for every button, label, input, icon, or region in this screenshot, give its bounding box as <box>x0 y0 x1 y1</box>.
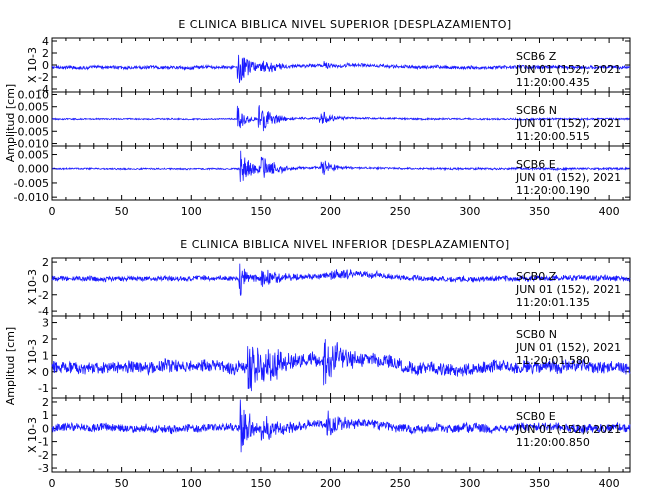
y-tick-label: -2 <box>38 71 49 84</box>
scale-label: X 10-3 <box>26 417 39 453</box>
y-tick-label: 4 <box>42 35 49 48</box>
y-tick-label: 1 <box>42 409 49 422</box>
y-tick-label: -4 <box>38 305 49 318</box>
waveform-line <box>51 105 631 132</box>
x-tick-label: 400 <box>599 477 620 490</box>
x-tick-label: 350 <box>529 477 550 490</box>
y-tick-label: 2 <box>42 47 49 60</box>
y-tick-label: -2 <box>38 449 49 462</box>
waveform-line <box>51 263 631 296</box>
x-tick-label: 300 <box>459 205 480 218</box>
time-label: 11:20:01.135 <box>516 296 590 309</box>
y-tick-label: 0.010 <box>18 88 50 101</box>
top-panel-y-label: Amplitud [cm] <box>4 84 17 162</box>
y-tick-label: -1 <box>38 436 49 449</box>
y-tick-label: 2 <box>42 333 49 346</box>
station-label: SCB0 Z <box>516 270 557 283</box>
y-tick-label: -1 <box>38 382 49 395</box>
y-tick-label: -0.005 <box>14 125 49 138</box>
x-tick-label: 400 <box>599 205 620 218</box>
y-tick-label: 0 <box>42 272 49 285</box>
scale-label: X 10-3 <box>26 47 39 83</box>
y-tick-label: 0 <box>42 366 49 379</box>
bottom-panel-title: E CLINICA BIBLICA NIVEL INFERIOR [DESPLA… <box>180 238 509 251</box>
y-tick-label: -2 <box>38 289 49 302</box>
x-tick-label: 350 <box>529 205 550 218</box>
y-tick-label: -4 <box>38 83 49 96</box>
trace-frame <box>51 145 631 201</box>
station-label: SCB6 N <box>516 104 557 117</box>
y-tick-label: -0.010 <box>14 138 49 151</box>
y-tick-label: -0.010 <box>14 191 49 204</box>
y-tick-label: 0.005 <box>18 101 50 114</box>
y-tick-label: 0.000 <box>18 113 50 126</box>
x-tick-label: 150 <box>250 205 271 218</box>
y-tick-label: 0.005 <box>18 149 50 162</box>
y-tick-label: 0.000 <box>18 163 50 176</box>
time-label: 11:20:00.435 <box>516 76 590 89</box>
x-tick-label: 200 <box>320 477 341 490</box>
y-tick-label: 3 <box>42 317 49 330</box>
waveform-line <box>51 150 631 182</box>
y-tick-label: -0.005 <box>14 177 49 190</box>
scale-label: X 10-3 <box>26 339 39 375</box>
y-tick-label: 1 <box>42 349 49 362</box>
x-tick-label: 150 <box>250 477 271 490</box>
y-tick-label: 2 <box>42 396 49 409</box>
date-label: JUN 01 (152), 2021 <box>515 341 621 354</box>
x-tick-label: 250 <box>390 205 411 218</box>
top-panel-title: E CLINICA BIBLICA NIVEL SUPERIOR [DESPLA… <box>178 18 511 31</box>
x-tick-label: 50 <box>115 477 129 490</box>
trace-frame <box>51 397 631 473</box>
station-label: SCB0 E <box>516 410 556 423</box>
time-label: 11:20:00.190 <box>516 184 590 197</box>
y-tick-label: -3 <box>38 462 49 475</box>
x-tick-label: 0 <box>49 205 56 218</box>
scale-label: X 10-3 <box>26 269 39 305</box>
waveform-line <box>51 399 631 453</box>
station-label: SCB6 E <box>516 158 556 171</box>
date-label: JUN 01 (152), 2021 <box>515 171 621 184</box>
x-tick-label: 300 <box>459 477 480 490</box>
y-tick-label: 0 <box>42 422 49 435</box>
bottom-panel-y-label: Amplitud [cm] <box>4 327 17 405</box>
x-tick-label: 200 <box>320 205 341 218</box>
x-tick-label: 0 <box>49 477 56 490</box>
time-label: 11:20:00.515 <box>516 130 590 143</box>
x-tick-label: 100 <box>181 477 202 490</box>
date-label: JUN 01 (152), 2021 <box>515 283 621 296</box>
x-tick-label: 100 <box>181 205 202 218</box>
y-tick-label: 2 <box>42 256 49 269</box>
waveform-line <box>51 54 631 83</box>
x-tick-label: 50 <box>115 205 129 218</box>
waveform-line <box>51 339 631 392</box>
y-tick-label: 0 <box>42 59 49 72</box>
date-label: JUN 01 (152), 2021 <box>515 117 621 130</box>
station-label: SCB0 N <box>516 328 557 341</box>
date-label: JUN 01 (152), 2021 <box>515 423 621 436</box>
date-label: JUN 01 (152), 2021 <box>515 63 621 76</box>
x-tick-label: 250 <box>390 477 411 490</box>
station-label: SCB6 Z <box>516 50 557 63</box>
time-label: 11:20:00.850 <box>516 436 590 449</box>
time-label: 11:20:01.580 <box>516 354 590 367</box>
